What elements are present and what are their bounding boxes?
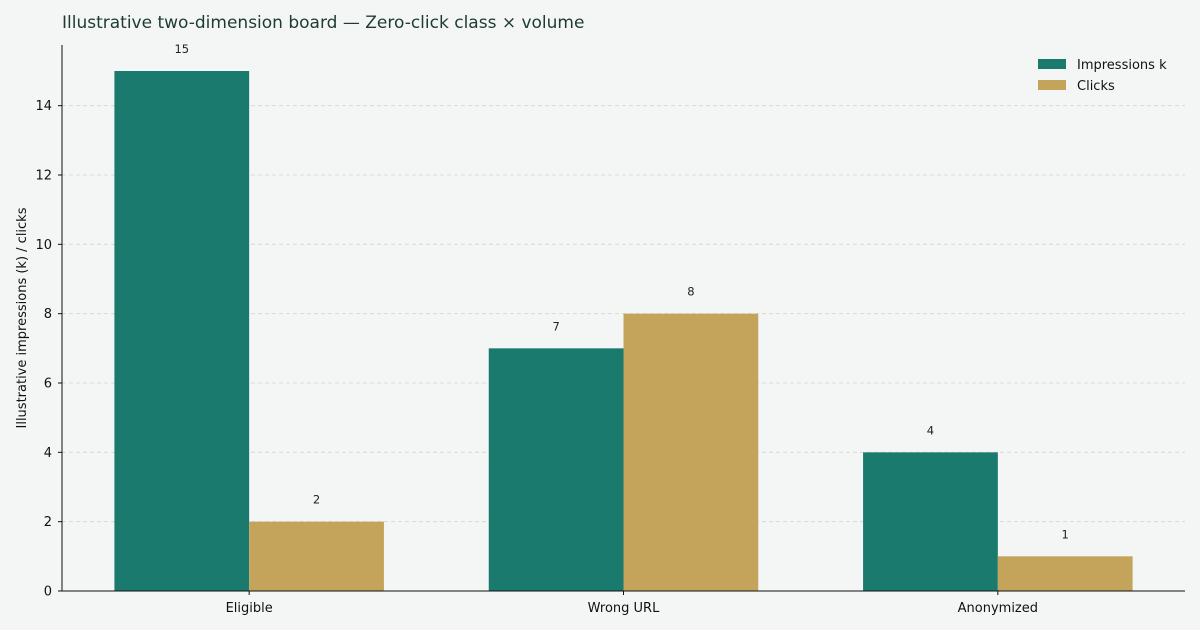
y-axis-label: Illustrative impressions (k) / clicks [15,207,30,428]
bar-clicks [623,313,759,591]
data-label: 4 [927,423,934,437]
bar-impressions-k [863,452,998,591]
x-ticks: Eligible Wrong URL Anonymized [226,591,1038,616]
x-tick-label: Anonymized [958,601,1038,616]
data-label: 8 [687,285,694,299]
bar-clicks [997,556,1133,591]
data-label: 15 [174,42,189,56]
y-tick-label: 4 [44,446,52,461]
y-ticks: 0 2 4 6 8 10 12 14 [35,99,62,600]
x-tick-label: Eligible [226,601,273,616]
data-label: 1 [1062,527,1069,541]
y-tick-label: 0 [44,585,52,600]
legend-swatch [1038,59,1066,69]
legend-label: Impressions k [1077,58,1167,73]
chart-title: Illustrative two-dimension board — Zero-… [62,13,584,33]
bar-impressions-k [488,348,624,591]
data-labels: 15 2 7 8 4 1 [174,42,1068,541]
data-label: 2 [313,493,320,507]
y-tick-label: 2 [44,515,52,530]
data-label: 7 [552,319,559,333]
legend-swatch [1038,80,1066,90]
bar-clicks [249,521,384,591]
x-tick-label: Wrong URL [588,601,660,616]
legend-label: Clicks [1077,79,1115,94]
bars [114,71,1133,591]
y-tick-label: 6 [44,377,52,392]
y-tick-label: 12 [35,169,52,184]
y-tick-label: 10 [35,238,52,253]
y-tick-label: 8 [44,307,52,322]
legend: Impressions k Clicks [1038,58,1167,94]
y-tick-label: 14 [35,99,52,114]
bar-impressions-k [114,71,250,591]
